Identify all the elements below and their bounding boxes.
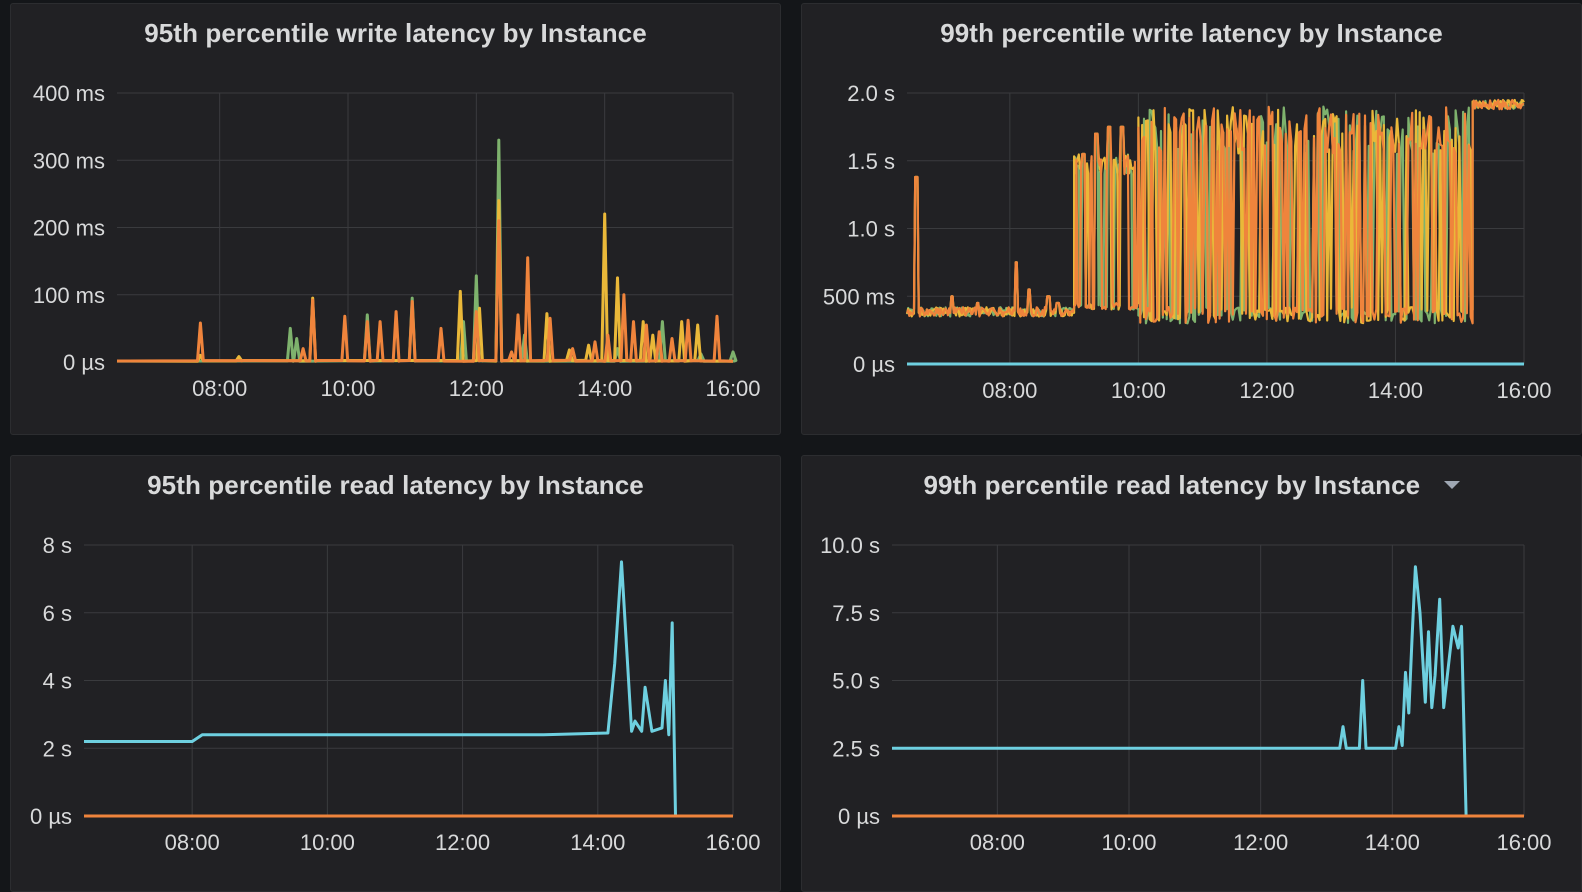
x-tick-label: 10:00 [300,830,355,855]
write-latency-p99-panel[interactable]: 99th percentile write latency by Instanc… [801,3,1582,435]
panel-title-text: 95th percentile read latency by Instance [147,470,644,500]
series-line-orange [905,98,1525,325]
x-tick-label: 10:00 [1101,830,1156,855]
y-tick-label: 0 µs [838,804,880,829]
panel-title[interactable]: 99th percentile write latency by Instanc… [802,18,1581,49]
x-tick-label: 10:00 [320,376,375,401]
panel-title[interactable]: 95th percentile write latency by Instanc… [11,18,780,49]
y-tick-label: 8 s [43,533,72,558]
y-tick-label: 7.5 s [832,601,880,626]
x-tick-label: 14:00 [577,376,632,401]
x-tick-label: 12:00 [449,376,504,401]
series-lines [905,98,1525,366]
y-tick-label: 6 s [43,601,72,626]
series-line-cyan [892,565,1524,818]
x-tick-label: 08:00 [165,830,220,855]
x-tick-label: 16:00 [1496,830,1551,855]
x-tick-label: 16:00 [705,830,760,855]
x-tick-label: 08:00 [982,378,1037,403]
y-tick-label: 1.0 s [847,217,895,242]
panel-menu-caret-icon[interactable] [1443,481,1460,490]
read-latency-p95-chart: 8 s 6 s 4 s 2 s 0 µs 08:00 10:00 12:00 14:00 16:0… [30,533,761,855]
x-tick-label: 12:00 [1239,378,1294,403]
y-tick-label: 2 s [43,736,72,761]
y-tick-label: 500 ms [823,284,895,309]
panel-title[interactable]: 95th percentile read latency by Instance [11,470,780,501]
write-latency-p95-chart: 400 ms 300 ms 200 ms 100 ms 0 µs 08:00 10:00 12… [33,81,761,401]
x-tick-label: 14:00 [1365,830,1420,855]
y-tick-label: 5.0 s [832,669,880,694]
x-tick-label: 12:00 [1233,830,1288,855]
series-line-orange [116,219,734,363]
series-lines [892,565,1524,818]
write-latency-p99-chart: 2.0 s 1.5 s 1.0 s 500 ms 0 µs 08:00 10:00 12:00… [823,81,1552,403]
grid-lines [117,92,734,363]
x-tick-label: 12:00 [435,830,490,855]
y-tick-label: 2.5 s [832,736,880,761]
x-tick-label: 14:00 [570,830,625,855]
y-tick-label: 0 µs [30,804,72,829]
y-tick-label: 10.0 s [820,533,880,558]
y-tick-label: 200 ms [33,216,105,241]
x-tick-label: 08:00 [192,376,247,401]
read-latency-p95-panel[interactable]: 95th percentile read latency by Instance… [10,455,781,892]
panel-title-text: 99th percentile write latency by Instanc… [940,18,1443,48]
series-line-cyan [84,560,733,818]
y-tick-label: 400 ms [33,81,105,106]
y-tick-label: 300 ms [33,148,105,173]
y-tick-label: 100 ms [33,283,105,308]
x-tick-label: 10:00 [1111,378,1166,403]
grid-lines [84,544,734,817]
panel-title[interactable]: 99th percentile read latency by Instance [802,470,1581,501]
x-tick-label: 14:00 [1368,378,1423,403]
read-latency-p99-panel[interactable]: 99th percentile read latency by Instance… [801,455,1582,892]
series-lines [116,138,738,363]
x-tick-label: 16:00 [705,376,760,401]
series-line-yellow [116,199,734,363]
y-tick-label: 1.5 s [847,149,895,174]
y-tick-label: 4 s [43,669,72,694]
read-latency-p99-chart: 10.0 s 7.5 s 5.0 s 2.5 s 0 µs 08:00 10:00 12:00… [820,533,1551,855]
y-tick-label: 0 µs [63,350,105,375]
y-tick-label: 0 µs [853,352,895,377]
series-lines [84,560,733,818]
panel-title-text: 95th percentile write latency by Instanc… [144,18,647,48]
panel-title-text: 99th percentile read latency by Instance [923,470,1421,500]
y-tick-label: 2.0 s [847,81,895,106]
write-latency-p95-panel[interactable]: 95th percentile write latency by Instanc… [10,3,781,435]
x-tick-label: 16:00 [1496,378,1551,403]
x-tick-label: 08:00 [970,830,1025,855]
